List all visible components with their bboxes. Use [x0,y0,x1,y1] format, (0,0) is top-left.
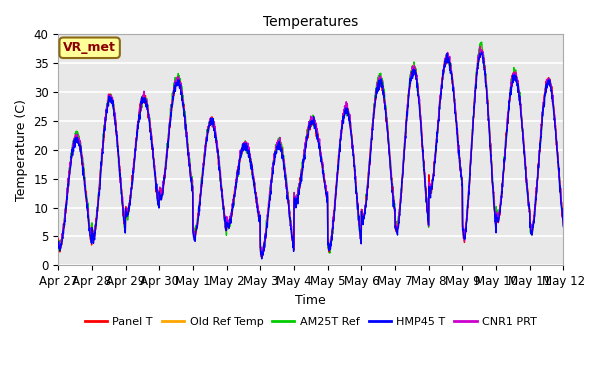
X-axis label: Time: Time [295,294,326,307]
Text: VR_met: VR_met [63,41,116,54]
Y-axis label: Temperature (C): Temperature (C) [15,99,28,201]
Legend: Panel T, Old Ref Temp, AM25T Ref, HMP45 T, CNR1 PRT: Panel T, Old Ref Temp, AM25T Ref, HMP45 … [80,312,541,332]
Title: Temperatures: Temperatures [263,15,358,29]
